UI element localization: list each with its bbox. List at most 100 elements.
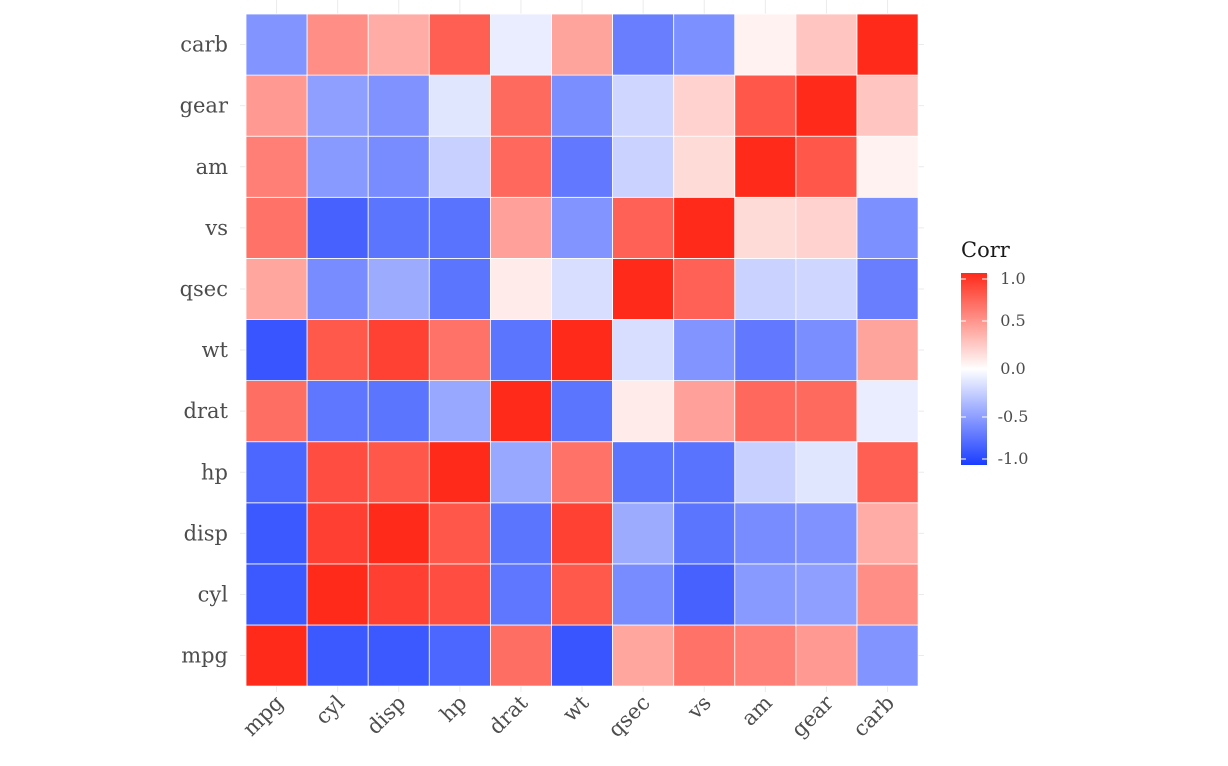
heatmap-cell-cyl-wt [306,319,369,381]
x-tick-label-hp: hp [435,691,471,727]
heatmap-cell-cyl-gear [306,74,369,137]
heatmap-cell-hp-qsec [428,257,491,320]
heatmap-cell-hp-wt [428,319,491,381]
heatmap-cell-am-drat [734,380,797,443]
y-tick-label-mpg: mpg [181,644,228,668]
heatmap-cell-gear-drat [795,380,858,443]
y-tick-label-drat: drat [184,399,229,423]
heatmap-cell-drat-am [489,135,552,198]
heatmap-cell-cyl-qsec [306,257,369,320]
heatmap-cell-vs-drat [673,380,736,443]
heatmap-cell-qsec-vs [612,196,675,259]
heatmap-cell-disp-gear [367,74,430,137]
legend-title: Corr [961,238,1011,262]
heatmap-cell-mpg-qsec [245,257,308,320]
y-tick-label-vs: vs [204,216,228,240]
heatmap-cell-am-hp [734,441,797,504]
x-tick-label-cyl: cyl [311,690,350,729]
heatmap-cell-disp-wt [367,319,430,381]
heatmap-cell-cyl-vs [306,196,369,259]
heatmap-cell-drat-carb [489,13,552,76]
heatmap-cell-am-mpg [734,624,797,687]
heatmap-cell-am-gear [734,74,797,137]
x-tick-label-carb: carb [848,691,899,742]
heatmap-cell-vs-am [673,135,736,198]
x-tick-label-wt: wt [558,690,594,726]
x-tick-label-am: am [737,691,777,731]
heatmap-cell-drat-gear [489,74,552,137]
heatmap-cell-mpg-drat [245,380,308,443]
heatmap-cell-qsec-qsec [612,257,675,320]
heatmap-cell-qsec-gear [612,74,675,137]
heatmap-cell-drat-hp [489,441,552,504]
heatmap-cell-drat-disp [489,502,552,565]
heatmap-cell-carb-gear [856,74,919,137]
color-legend: Corr 1.0 0.5 0.0 -0.5 -1.0 [961,238,1028,468]
heatmap-cell-wt-hp [551,441,613,504]
heatmap-cells [245,13,919,687]
heatmap-cell-carb-am [856,135,919,198]
heatmap-cell-mpg-hp [245,441,308,504]
heatmap-cell-gear-vs [795,196,858,259]
heatmap-cell-disp-hp [367,441,430,504]
x-tick-label-vs: vs [682,691,716,725]
x-axis-tick-labels: mpg cyl disp hp drat wt qsec vs am gear carb [238,690,899,742]
heatmap-cell-disp-cyl [367,563,430,626]
heatmap-cell-cyl-disp [306,502,369,565]
x-tick-label-mpg: mpg [238,691,288,741]
heatmap-cell-vs-carb [673,13,736,76]
heatmap-cell-vs-gear [673,74,736,137]
heatmap-cell-cyl-mpg [306,624,369,687]
legend-ticks: 1.0 0.5 0.0 -0.5 -1.0 [961,269,1028,468]
heatmap-cell-vs-hp [673,441,736,504]
heatmap-cell-carb-vs [856,196,919,259]
heatmap-cell-wt-vs [551,196,613,259]
heatmap-cell-carb-hp [856,441,919,504]
heatmap-cell-cyl-drat [306,380,369,443]
heatmap-cell-gear-qsec [795,257,858,320]
heatmap-cell-vs-vs [673,196,736,259]
heatmap-cell-hp-cyl [428,563,491,626]
heatmap-cell-qsec-mpg [612,624,675,687]
heatmap-cell-mpg-am [245,135,308,198]
heatmap-cell-am-vs [734,196,797,259]
legend-tick-label: -1.0 [998,449,1029,468]
heatmap-cell-gear-wt [795,319,858,381]
heatmap-cell-hp-mpg [428,624,491,687]
heatmap-cell-mpg-cyl [245,563,308,626]
y-tick-label-disp: disp [184,521,228,545]
heatmap-cell-hp-disp [428,502,491,565]
x-tick-label-gear: gear [787,690,839,742]
heatmap-cell-gear-gear [795,74,858,137]
heatmap-cell-am-disp [734,502,797,565]
heatmap-cell-disp-disp [367,502,430,565]
heatmap-cell-gear-carb [795,13,858,76]
x-tick-label-disp: disp [362,691,410,739]
x-tick-label-qsec: qsec [603,691,654,742]
heatmap-cell-wt-qsec [551,257,613,320]
heatmap-cell-carb-carb [856,13,919,76]
y-tick-label-gear: gear [180,94,229,118]
heatmap-cell-qsec-hp [612,441,675,504]
heatmap-cell-qsec-am [612,135,675,198]
heatmap-cell-gear-cyl [795,563,858,626]
heatmap-cell-disp-mpg [367,624,430,687]
y-tick-label-cyl: cyl [198,582,229,606]
heatmap-cell-carb-disp [856,502,919,565]
heatmap-cell-wt-cyl [551,563,613,626]
heatmap-cell-gear-am [795,135,858,198]
heatmap-cell-wt-carb [551,13,613,76]
heatmap-cell-am-carb [734,13,797,76]
heatmap-cell-hp-carb [428,13,491,76]
heatmap-cell-mpg-vs [245,196,308,259]
heatmap-cell-wt-disp [551,502,613,565]
heatmap-cell-vs-disp [673,502,736,565]
heatmap-cell-drat-mpg [489,624,552,687]
heatmap-cell-vs-cyl [673,563,736,626]
legend-tick-label: -0.5 [998,407,1029,426]
heatmap-cell-gear-disp [795,502,858,565]
heatmap-cell-qsec-disp [612,502,675,565]
heatmap-cell-vs-wt [673,319,736,381]
heatmap-cell-carb-drat [856,380,919,443]
heatmap-cell-hp-drat [428,380,491,443]
